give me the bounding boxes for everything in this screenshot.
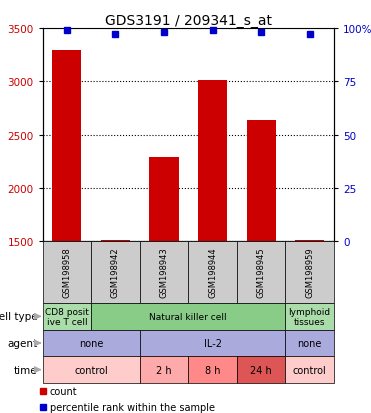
Bar — [91, 242, 140, 303]
Bar — [140, 356, 188, 383]
Text: cell type: cell type — [0, 311, 38, 322]
Bar — [150, 158, 178, 401]
Text: control: control — [293, 365, 326, 375]
Bar — [237, 356, 285, 383]
Bar — [91, 303, 285, 330]
Bar — [285, 330, 334, 356]
Text: 8 h: 8 h — [205, 365, 220, 375]
Bar — [247, 120, 276, 401]
Bar — [285, 303, 334, 330]
Text: IL-2: IL-2 — [204, 338, 221, 348]
Text: agent: agent — [8, 338, 38, 348]
Bar — [43, 242, 91, 303]
Bar — [43, 330, 140, 356]
Bar — [188, 356, 237, 383]
Bar — [198, 81, 227, 401]
Text: count: count — [50, 386, 78, 396]
Bar — [188, 242, 237, 303]
Bar — [140, 330, 285, 356]
Bar — [295, 240, 324, 401]
Bar — [43, 303, 91, 330]
Text: 24 h: 24 h — [250, 365, 272, 375]
Text: GSM198944: GSM198944 — [208, 247, 217, 298]
Text: Natural killer cell: Natural killer cell — [150, 312, 227, 321]
Title: GDS3191 / 209341_s_at: GDS3191 / 209341_s_at — [105, 14, 272, 28]
Text: percentile rank within the sample: percentile rank within the sample — [50, 401, 215, 412]
Text: GSM198943: GSM198943 — [160, 247, 168, 298]
Text: time: time — [14, 365, 38, 375]
Bar — [285, 356, 334, 383]
Bar — [237, 242, 285, 303]
Text: GSM198959: GSM198959 — [305, 247, 314, 298]
Text: none: none — [79, 338, 104, 348]
Bar — [52, 51, 82, 401]
Text: CD8 posit
ive T cell: CD8 posit ive T cell — [45, 307, 89, 326]
Text: none: none — [298, 338, 322, 348]
Bar — [101, 240, 130, 401]
Text: GSM198942: GSM198942 — [111, 247, 120, 298]
Bar — [285, 242, 334, 303]
Text: GSM198945: GSM198945 — [257, 247, 266, 298]
Text: control: control — [74, 365, 108, 375]
Text: 2 h: 2 h — [156, 365, 172, 375]
Bar — [43, 356, 140, 383]
Text: lymphoid
tissues: lymphoid tissues — [289, 307, 331, 326]
Bar — [140, 242, 188, 303]
Text: GSM198958: GSM198958 — [62, 247, 72, 298]
